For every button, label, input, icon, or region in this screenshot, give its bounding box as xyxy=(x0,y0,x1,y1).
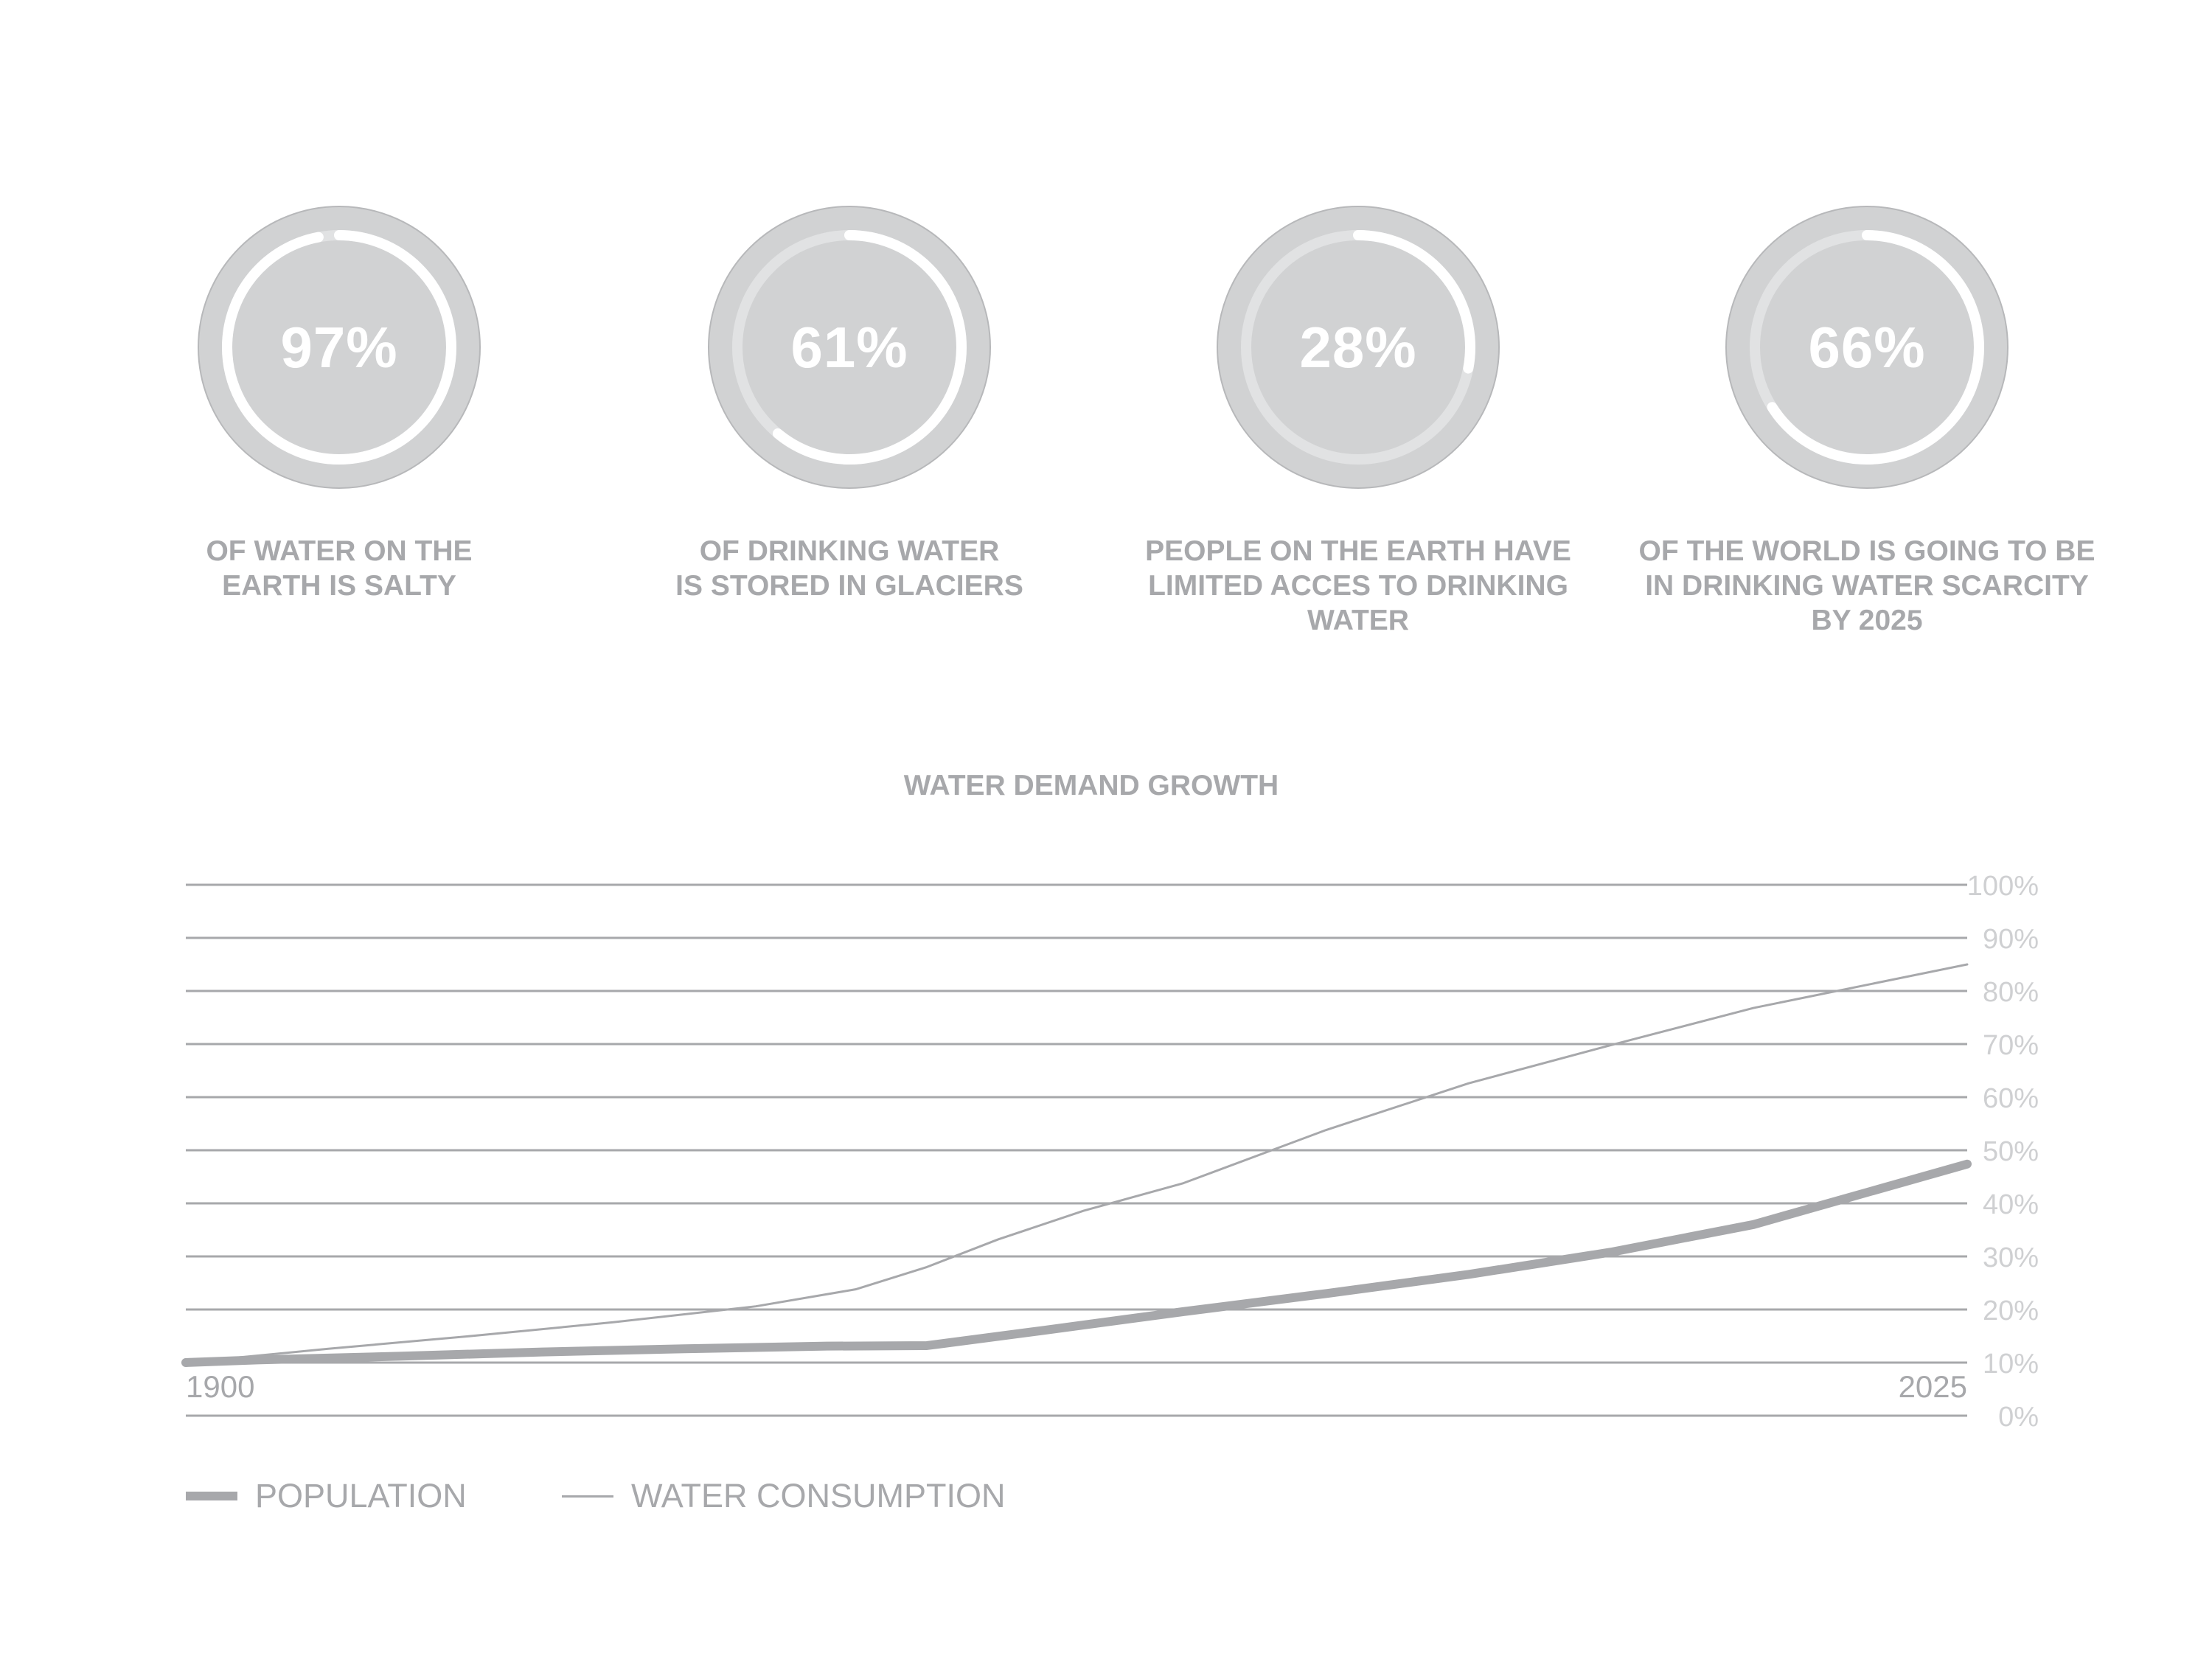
stat-caption: PEOPLE ON THE EARTH HAVE LIMITED ACCES TO… xyxy=(1115,534,1601,638)
progress-ring xyxy=(198,206,481,489)
ring-progress xyxy=(732,230,967,465)
stat-caption-line: OF WATER ON THE xyxy=(206,535,473,567)
stat-caption-line: IN DRINKING WATER SCARCITY xyxy=(1645,570,2089,602)
stat-value: 61% xyxy=(790,314,908,380)
ring-background xyxy=(198,206,481,489)
legend-swatch-water-consumption xyxy=(562,1495,613,1498)
chart-title: WATER DEMAND GROWTH xyxy=(903,770,1279,801)
legend-label-population: POPULATION xyxy=(255,1477,467,1514)
stat-value: 97% xyxy=(280,314,398,380)
stat-water-scarcity: 66% OF THE WORLD IS GOING TO BE IN DRINKIN… xyxy=(1624,205,2110,677)
legend-swatch-population xyxy=(186,1492,237,1500)
stat-limited-access: 28% PEOPLE ON THE EARTH HAVE LIMITED ACCES… xyxy=(1115,205,1601,677)
legend-item-water-consumption: WATER CONSUMPTION xyxy=(562,1477,1005,1515)
stat-glacier-water: 61% OF DRINKING WATER IS STORED IN GLACIER… xyxy=(606,205,1093,677)
progress-ring xyxy=(1725,206,2008,489)
ring-background xyxy=(708,206,991,489)
y-tick-label: 20% xyxy=(1983,1295,2039,1326)
ring-background xyxy=(1725,206,2008,489)
stat-caption-line: PEOPLE ON THE EARTH HAVE xyxy=(1145,535,1571,567)
legend-item-population: POPULATION xyxy=(186,1477,467,1515)
ring-background xyxy=(1217,206,1500,489)
y-tick-label: 80% xyxy=(1983,977,2039,1008)
x-tick-label: 2025 xyxy=(1899,1369,1967,1404)
stat-caption-line: OF THE WORLD IS GOING TO BE xyxy=(1638,535,2096,567)
stat-caption-line: EARTH IS SALTY xyxy=(222,570,456,602)
x-tick-label: 1900 xyxy=(186,1369,254,1404)
y-tick-label: 70% xyxy=(1983,1030,2039,1061)
legend-label-water-consumption: WATER CONSUMPTION xyxy=(631,1477,1006,1514)
y-tick-label: 60% xyxy=(1983,1083,2039,1114)
y-tick-label: 30% xyxy=(1983,1242,2039,1273)
stat-caption: OF WATER ON THE EARTH IS SALTY xyxy=(96,534,582,603)
stat-caption: OF DRINKING WATER IS STORED IN GLACIERS xyxy=(606,534,1093,603)
stat-caption-line: OF DRINKING WATER xyxy=(699,535,1000,567)
ring-progress xyxy=(222,230,456,465)
progress-ring xyxy=(708,206,991,489)
y-tick-label: 100% xyxy=(1967,871,2039,902)
stat-value: 66% xyxy=(1808,314,1926,380)
ring-progress xyxy=(1750,230,1984,465)
stat-caption-line: LIMITED ACCES TO DRINKING xyxy=(1148,570,1568,602)
y-tick-label: 50% xyxy=(1983,1136,2039,1167)
stat-caption-line: BY 2025 xyxy=(1811,605,1923,636)
y-tick-label: 10% xyxy=(1983,1349,2039,1380)
stat-caption-line: WATER xyxy=(1307,605,1409,636)
progress-ring xyxy=(1217,206,1500,489)
stat-caption: OF THE WORLD IS GOING TO BE IN DRINKING W… xyxy=(1624,534,2110,638)
series-line-water-consumption xyxy=(184,963,1969,1364)
y-tick-label: 90% xyxy=(1983,924,2039,955)
stat-salty-water: 97% OF WATER ON THE EARTH IS SALTY xyxy=(96,205,582,677)
stat-caption-line: IS STORED IN GLACIERS xyxy=(675,570,1023,602)
ring-progress xyxy=(1241,230,1475,465)
y-tick-label: 40% xyxy=(1983,1189,2039,1220)
stat-value: 28% xyxy=(1299,314,1417,380)
y-tick-label: 0% xyxy=(1998,1402,2039,1433)
series-line-population xyxy=(181,1159,1972,1367)
